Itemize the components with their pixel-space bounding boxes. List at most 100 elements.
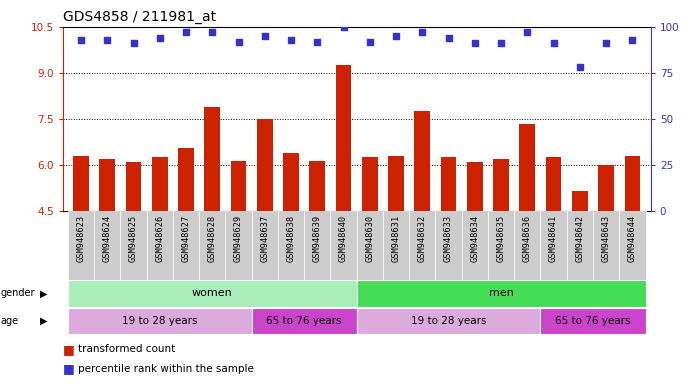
- Text: ■: ■: [63, 362, 74, 375]
- Bar: [356, 211, 383, 280]
- Text: GSM948639: GSM948639: [313, 215, 322, 262]
- Bar: [226, 211, 252, 280]
- Bar: [461, 211, 488, 280]
- Bar: [409, 211, 436, 280]
- Text: GSM948643: GSM948643: [601, 215, 610, 262]
- Bar: [331, 211, 356, 280]
- Bar: [100, 159, 115, 211]
- Bar: [441, 157, 457, 211]
- Point: [627, 37, 638, 43]
- Text: 65 to 76 years: 65 to 76 years: [267, 316, 342, 326]
- Text: percentile rank within the sample: percentile rank within the sample: [78, 364, 254, 374]
- Point: [443, 35, 454, 41]
- Text: GSM948641: GSM948641: [549, 215, 558, 262]
- Bar: [126, 162, 141, 211]
- Point: [364, 38, 375, 45]
- Point: [417, 29, 428, 35]
- Bar: [178, 148, 194, 211]
- Point: [338, 24, 349, 30]
- Point: [548, 40, 559, 46]
- Bar: [546, 157, 562, 211]
- Bar: [147, 211, 173, 280]
- Bar: [362, 157, 378, 211]
- Bar: [383, 211, 409, 280]
- Bar: [278, 211, 304, 280]
- Text: GSM948630: GSM948630: [365, 215, 374, 262]
- Bar: [120, 211, 147, 280]
- Bar: [173, 211, 199, 280]
- Point: [601, 40, 612, 46]
- Text: ■: ■: [63, 343, 74, 356]
- Point: [207, 29, 218, 35]
- Point: [75, 37, 86, 43]
- Text: GSM948626: GSM948626: [155, 215, 164, 262]
- Text: 19 to 28 years: 19 to 28 years: [411, 316, 487, 326]
- Bar: [252, 211, 278, 280]
- Bar: [252, 308, 357, 334]
- Bar: [541, 308, 645, 334]
- Text: GSM948637: GSM948637: [260, 215, 269, 262]
- Text: GSM948642: GSM948642: [576, 215, 585, 262]
- Point: [496, 40, 507, 46]
- Point: [522, 29, 533, 35]
- Text: 19 to 28 years: 19 to 28 years: [122, 316, 198, 326]
- Bar: [624, 156, 640, 211]
- Bar: [572, 191, 587, 211]
- Text: GSM948629: GSM948629: [234, 215, 243, 262]
- Text: GSM948636: GSM948636: [523, 215, 532, 262]
- Bar: [388, 156, 404, 211]
- Point: [180, 29, 191, 35]
- Text: GSM948627: GSM948627: [182, 215, 191, 262]
- Bar: [541, 211, 567, 280]
- Bar: [599, 165, 614, 211]
- Point: [233, 38, 244, 45]
- Bar: [619, 211, 645, 280]
- Text: GSM948640: GSM948640: [339, 215, 348, 262]
- Text: GSM948638: GSM948638: [287, 215, 296, 262]
- Text: men: men: [489, 288, 514, 298]
- Text: GSM948632: GSM948632: [418, 215, 427, 262]
- Text: women: women: [192, 288, 232, 298]
- Bar: [68, 211, 94, 280]
- Text: GSM948635: GSM948635: [497, 215, 505, 262]
- Text: gender: gender: [1, 288, 35, 298]
- Bar: [593, 211, 619, 280]
- Text: ▶: ▶: [40, 288, 48, 298]
- Bar: [205, 107, 220, 211]
- Bar: [356, 280, 645, 307]
- Bar: [493, 159, 509, 211]
- Text: GSM948625: GSM948625: [129, 215, 138, 262]
- Point: [155, 35, 166, 41]
- Bar: [94, 211, 120, 280]
- Text: GSM948633: GSM948633: [444, 215, 453, 262]
- Bar: [230, 161, 246, 211]
- Point: [102, 37, 113, 43]
- Text: GSM948644: GSM948644: [628, 215, 637, 262]
- Text: transformed count: transformed count: [78, 344, 175, 354]
- Text: 65 to 76 years: 65 to 76 years: [555, 316, 631, 326]
- Point: [312, 38, 323, 45]
- Bar: [152, 157, 168, 211]
- Bar: [567, 211, 593, 280]
- Bar: [283, 153, 299, 211]
- Bar: [436, 211, 461, 280]
- Text: ▶: ▶: [40, 316, 48, 326]
- Point: [469, 40, 480, 46]
- Bar: [73, 156, 89, 211]
- Bar: [335, 65, 351, 211]
- Bar: [257, 119, 273, 211]
- Point: [390, 33, 402, 39]
- Bar: [356, 308, 541, 334]
- Text: GSM948624: GSM948624: [103, 215, 112, 262]
- Bar: [310, 161, 325, 211]
- Text: GSM948623: GSM948623: [77, 215, 86, 262]
- Bar: [414, 111, 430, 211]
- Bar: [467, 162, 483, 211]
- Point: [574, 65, 585, 71]
- Bar: [514, 211, 541, 280]
- Text: GSM948631: GSM948631: [392, 215, 401, 262]
- Text: GSM948634: GSM948634: [470, 215, 480, 262]
- Text: age: age: [1, 316, 19, 326]
- Text: GSM948628: GSM948628: [208, 215, 216, 262]
- Bar: [68, 308, 252, 334]
